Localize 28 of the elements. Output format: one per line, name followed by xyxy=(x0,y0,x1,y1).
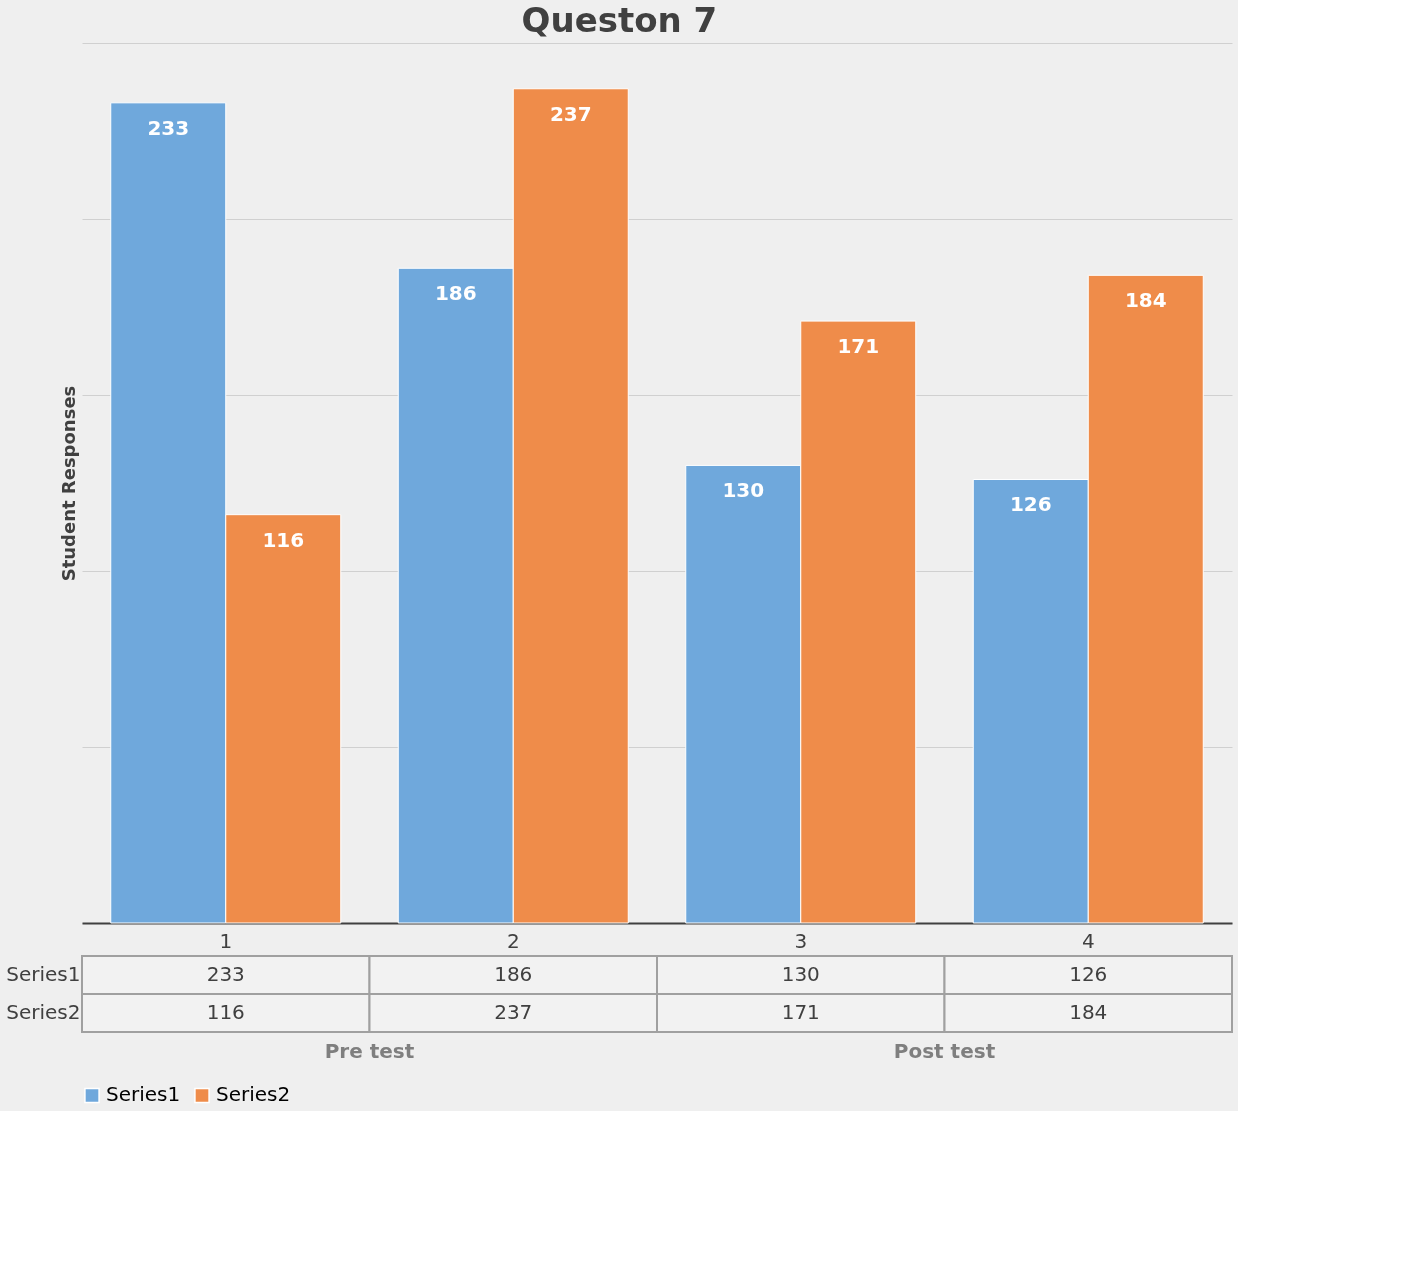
text: Pre test xyxy=(324,1039,415,1063)
x-tick-label: 4 xyxy=(1081,928,1095,953)
y-axis-title: Student Responses xyxy=(57,385,79,582)
data-label: 237 xyxy=(549,101,592,126)
text: 184 xyxy=(1069,1000,1108,1024)
x-tick-label: 2 xyxy=(506,928,520,953)
text: Series1 xyxy=(6,962,81,986)
legend-label: Series2 xyxy=(216,1082,291,1107)
text: 186 xyxy=(494,962,533,986)
chart-title: Queston 7 xyxy=(521,0,718,40)
text: 171 xyxy=(781,1000,820,1024)
text: 237 xyxy=(494,1000,533,1024)
data-label: 186 xyxy=(434,281,477,306)
text: 116 xyxy=(206,1000,245,1024)
text: 233 xyxy=(206,962,245,986)
x-tick-label: 3 xyxy=(794,928,808,953)
text: Post test xyxy=(893,1039,996,1063)
data-label: 171 xyxy=(837,334,880,359)
data-label: 126 xyxy=(1009,492,1052,517)
legend-label: Series1 xyxy=(106,1082,181,1107)
data-label: 233 xyxy=(147,115,190,140)
data-label: 130 xyxy=(722,478,765,503)
text: Series2 xyxy=(6,1000,81,1024)
text: 126 xyxy=(1069,962,1108,986)
data-label: 184 xyxy=(1124,288,1167,313)
text: 130 xyxy=(781,962,820,986)
x-tick-label: 1 xyxy=(219,928,233,953)
data-label: 116 xyxy=(262,527,305,552)
